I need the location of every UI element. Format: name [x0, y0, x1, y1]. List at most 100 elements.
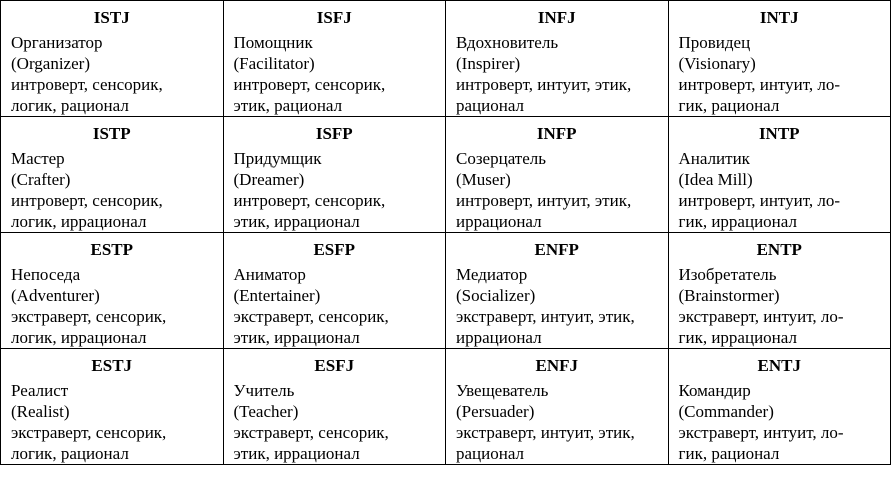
type-cell: ENTP Изобретатель (Brainstormer) экстраверт… — [667, 232, 891, 349]
type-name-en: (Commander) — [678, 402, 774, 421]
type-description: этик, иррационал — [233, 328, 360, 347]
type-name-ru: Созерцатель — [456, 149, 547, 168]
type-description: интроверт, интуит, ло- — [678, 191, 841, 210]
type-description: интроверт, сенсорик, — [11, 75, 163, 94]
type-code: ESFP — [313, 240, 356, 259]
type-cell: INTJ Провидец (Visionary) интроверт, интуит… — [667, 0, 891, 117]
type-description: экстраверт, сенсорик, — [11, 423, 167, 442]
type-description: интроверт, сенсорик, — [11, 191, 163, 210]
type-description: логик, рационал — [11, 96, 129, 115]
type-name-ru: Увещеватель — [456, 381, 549, 400]
type-code: INFP — [536, 124, 577, 143]
type-name-ru: Мастер — [11, 149, 65, 168]
type-name-en: (Visionary) — [678, 54, 756, 73]
type-name-en: (Idea Mill) — [678, 170, 753, 189]
table-body: ISTJ Организатор (Organizer) интроверт, сен… — [0, 0, 891, 465]
type-name-en: (Socializer) — [456, 286, 536, 305]
type-cell: ISFJ Помощник (Facilitator) интроверт, сенс… — [222, 0, 446, 117]
type-cell: ESFJ Учитель (Teacher) экстраверт, сенсорик… — [222, 348, 446, 465]
type-description: интроверт, сенсорик, — [233, 75, 386, 94]
type-name-ru: Придумщик — [233, 149, 322, 168]
type-code: ISTP — [92, 124, 131, 143]
type-name-ru: Изобретатель — [678, 265, 777, 284]
type-description: экстраверт, сенсорик, — [233, 423, 389, 442]
type-name-ru: Организатор — [11, 33, 103, 52]
type-description: логик, иррационал — [11, 328, 147, 347]
type-name-en: (Persuader) — [456, 402, 535, 421]
table-row: ESTJ Реалист (Realist) экстраверт, сенсорик… — [0, 348, 891, 465]
type-code: ESTJ — [91, 356, 133, 375]
type-code: ENFP — [534, 240, 579, 259]
type-code: INFJ — [537, 8, 576, 27]
type-description: гик, иррационал — [678, 328, 797, 347]
type-name-en: (Muser) — [456, 170, 511, 189]
type-name-en: (Teacher) — [233, 402, 299, 421]
type-description: интроверт, интуит, этик, — [456, 75, 632, 94]
type-code: ENTJ — [757, 356, 801, 375]
type-cell: ENTJ Командир (Commander) экстраверт, интуи… — [667, 348, 891, 465]
type-name-en: (Inspirer) — [456, 54, 521, 73]
type-description: гик, иррационал — [678, 212, 797, 231]
table-row: ISTJ Организатор (Organizer) интроверт, сен… — [0, 0, 891, 117]
type-name-en: (Organizer) — [11, 54, 90, 73]
type-cell: INFJ Вдохновитель (Inspirer) интроверт, инт… — [445, 0, 669, 117]
type-cell: INFP Созерцатель (Muser) интроверт, интуит,… — [445, 116, 669, 233]
type-name-ru: Аниматор — [233, 265, 306, 284]
type-code: ISTJ — [93, 8, 130, 27]
type-description: экстраверт, сенсорик, — [11, 307, 167, 326]
type-description: экстраверт, интуит, ло- — [678, 423, 844, 442]
type-description: экстраверт, интуит, этик, — [456, 307, 635, 326]
type-name-ru: Аналитик — [678, 149, 750, 168]
type-name-en: (Dreamer) — [233, 170, 305, 189]
type-code: ESFJ — [314, 356, 355, 375]
type-description: этик, иррационал — [233, 444, 360, 463]
type-description: логик, рационал — [11, 444, 129, 463]
table-row: ISTP Мастер (Crafter) интроверт, сенсорик, л… — [0, 116, 891, 233]
type-name-en: (Entertainer) — [233, 286, 321, 305]
type-cell: ENFP Медиатор (Socializer) экстраверт, инту… — [445, 232, 669, 349]
type-code: ENFJ — [535, 356, 579, 375]
type-description: гик, рационал — [678, 444, 780, 463]
type-description: рационал — [456, 444, 525, 463]
type-name-ru: Помощник — [233, 33, 313, 52]
type-name-ru: Непоседа — [11, 265, 81, 284]
type-name-ru: Учитель — [233, 381, 295, 400]
type-name-en: (Brainstormer) — [678, 286, 780, 305]
type-name-en: (Realist) — [11, 402, 70, 421]
type-cell: ISTJ Организатор (Organizer) интроверт, сен… — [0, 0, 224, 117]
type-cell: ESTJ Реалист (Realist) экстраверт, сенсорик… — [0, 348, 224, 465]
type-name-ru: Командир — [678, 381, 751, 400]
type-description: гик, рационал — [678, 96, 780, 115]
type-cell: ISTP Мастер (Crafter) интроверт, сенсорик, л… — [0, 116, 224, 233]
type-cell: INTP Аналитик (Idea Mill) интроверт, интуит… — [667, 116, 891, 233]
type-name-ru: Реалист — [11, 381, 69, 400]
type-description: рационал — [456, 96, 525, 115]
type-name-ru: Вдохновитель — [456, 33, 559, 52]
type-description: интроверт, интуит, ло- — [678, 75, 841, 94]
personality-types-table: ISTJ Организатор (Organizer) интроверт, сен… — [0, 0, 891, 465]
type-description: этик, иррационал — [233, 212, 360, 231]
type-name-en: (Crafter) — [11, 170, 71, 189]
type-description: интроверт, интуит, этик, — [456, 191, 632, 210]
type-description: логик, иррационал — [11, 212, 147, 231]
type-code: ESTP — [90, 240, 134, 259]
type-code: ISFP — [315, 124, 353, 143]
type-name-en: (Facilitator) — [233, 54, 315, 73]
type-cell: ESTP Непоседа (Adventurer) экстраверт, сенс… — [0, 232, 224, 349]
type-description: экстраверт, сенсорик, — [233, 307, 389, 326]
type-description: интроверт, сенсорик, — [233, 191, 386, 210]
type-description: экстраверт, интуит, ло- — [678, 307, 844, 326]
type-cell: ISFP Придумщик (Dreamer) интроверт, сенсори… — [222, 116, 446, 233]
type-code: ISFJ — [316, 8, 352, 27]
type-code: INTJ — [759, 8, 799, 27]
type-name-ru: Медиатор — [456, 265, 528, 284]
type-name-ru: Провидец — [678, 33, 751, 52]
type-code: ENTP — [756, 240, 802, 259]
type-cell: ENFJ Увещеватель (Persuader) экстраверт, ин… — [445, 348, 669, 465]
type-code: INTP — [758, 124, 800, 143]
type-cell: ESFP Аниматор (Entertainer) экстраверт, сен… — [222, 232, 446, 349]
type-name-en: (Adventurer) — [11, 286, 100, 305]
type-description: иррационал — [456, 212, 542, 231]
type-description: этик, рационал — [233, 96, 343, 115]
type-description: экстраверт, интуит, этик, — [456, 423, 635, 442]
